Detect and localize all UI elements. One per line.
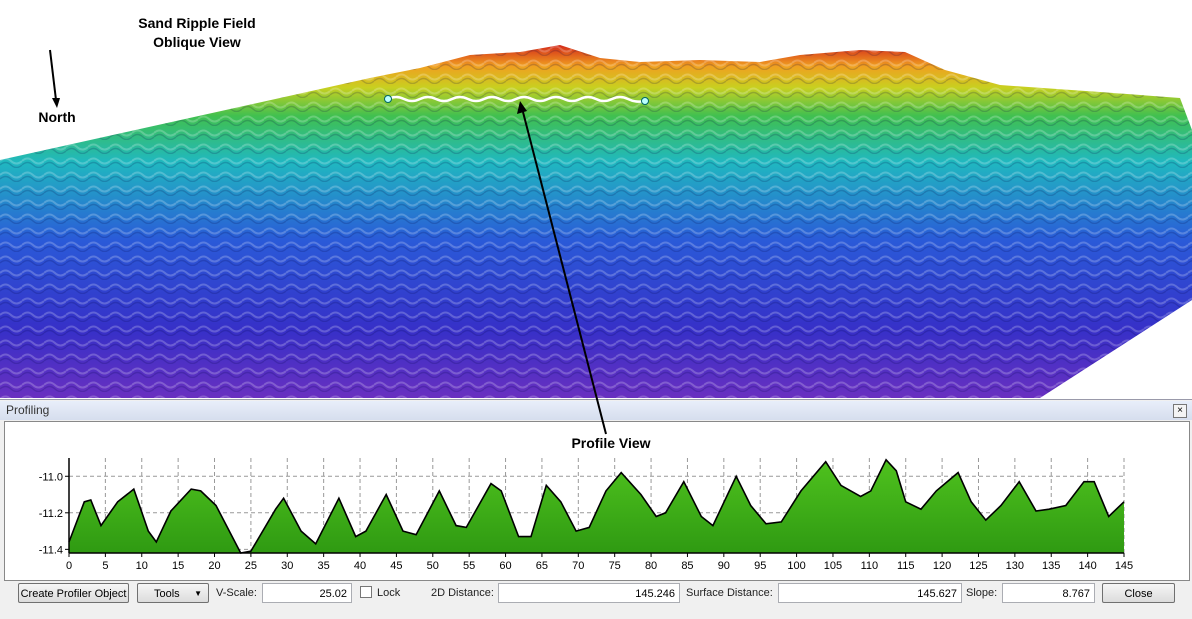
vscale-input[interactable]: 25.02 (262, 583, 352, 603)
title: Sand Ripple Field (138, 15, 255, 31)
x-tick-label: 70 (572, 560, 584, 572)
lock-checkbox[interactable] (360, 586, 372, 598)
profile-end (641, 97, 649, 105)
x-tick-label: 145 (1115, 560, 1133, 572)
profile-end (384, 95, 392, 103)
lock-label: Lock (377, 587, 401, 599)
surface-distance-label: Surface Distance: (686, 587, 773, 599)
x-tick-label: 115 (897, 560, 915, 572)
x-tick-label: 10 (136, 560, 148, 572)
x-tick-label: 105 (824, 560, 842, 572)
distance-2d-input[interactable]: 145.246 (498, 583, 680, 603)
panel-title: Profiling (6, 403, 50, 417)
x-tick-label: 0 (66, 560, 72, 572)
x-tick-label: 60 (499, 560, 511, 572)
y-tick-label: -11.4 (39, 544, 63, 556)
x-tick-label: 55 (463, 560, 475, 572)
x-tick-label: 130 (1006, 560, 1024, 572)
slope-label: Slope: (966, 587, 998, 599)
subtitle: Oblique View (153, 34, 241, 50)
surface-distance-input[interactable]: 145.627 (778, 583, 962, 603)
x-tick-label: 25 (245, 560, 257, 572)
north-label: North (38, 109, 75, 125)
terrain-view: Sand Ripple Field Oblique View North (0, 15, 1192, 398)
x-tick-label: 5 (102, 560, 108, 572)
x-tick-label: 125 (969, 560, 987, 572)
slope-input[interactable]: 8.767 (1002, 583, 1095, 603)
x-tick-label: 85 (681, 560, 693, 572)
profile-line (68, 458, 1125, 554)
north-arrow (49, 49, 57, 101)
y-tick-label: -11.2 (39, 508, 63, 520)
vscale-label: V-Scale: (216, 587, 257, 599)
x-tick-label: 35 (318, 560, 330, 572)
profile-chart: 0 5 10 15 20 25 30 35 40 45 50 55 60 65 70 75 80 85 90 95 10… (4, 421, 1190, 581)
x-tick-label: 140 (1078, 560, 1096, 572)
x-tick-label: 90 (718, 560, 730, 572)
profile-area (69, 459, 1124, 553)
panel-close-icon[interactable]: × (1173, 404, 1187, 418)
x-tick-label: 75 (609, 560, 621, 572)
x-tick-label: 100 (787, 560, 805, 572)
north-arrowhead (52, 98, 60, 108)
profile-line (387, 95, 646, 103)
x-tick-label: 135 (1042, 560, 1060, 572)
x-tick-label: 65 (536, 560, 548, 572)
create-button[interactable]: Create Profiler Object (18, 583, 129, 603)
y-tick-label: -11.0 (39, 471, 63, 483)
x-tick-label: 15 (172, 560, 184, 572)
tools-label: Tools (154, 588, 180, 600)
x-tick-label: 50 (427, 560, 439, 572)
tools-button[interactable]: Tools ▼ (137, 583, 209, 603)
distance-2d-label: 2D Distance: (431, 587, 494, 599)
x-tick-label: 110 (861, 560, 879, 572)
x-tick-label: 120 (933, 560, 951, 572)
x-tick-label: 20 (208, 560, 220, 572)
close-button[interactable]: Close (1102, 583, 1175, 603)
x-tick-label: 30 (281, 560, 293, 572)
panel-titlebar (0, 401, 1192, 420)
x-tick-label: 80 (645, 560, 657, 572)
x-tick-label: 45 (390, 560, 402, 572)
x-tick-label: 40 (354, 560, 366, 572)
x-tick-label: 95 (754, 560, 766, 572)
